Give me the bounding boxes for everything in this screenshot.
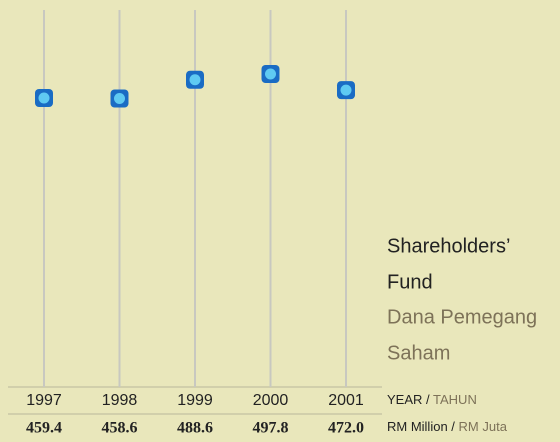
marker bbox=[337, 81, 355, 100]
value-label: 497.8 bbox=[253, 420, 289, 437]
marker-dot bbox=[38, 92, 50, 104]
value-label: 472.0 bbox=[328, 420, 364, 437]
marker bbox=[110, 89, 129, 108]
value-label: 459.4 bbox=[26, 420, 62, 437]
marker-dot bbox=[114, 93, 125, 104]
subtitle-line: Saham bbox=[387, 342, 450, 364]
value-label: 488.6 bbox=[177, 420, 213, 437]
x-label-en: YEAR / bbox=[387, 392, 430, 407]
title-line: Fund bbox=[387, 271, 433, 293]
x-tick-label: 1998 bbox=[102, 392, 138, 409]
unit-label-en: RM Million / bbox=[387, 419, 455, 434]
x-tick-label: 2000 bbox=[253, 392, 289, 409]
unit-label: RM Million / RM Juta bbox=[387, 419, 508, 434]
marker bbox=[35, 89, 53, 107]
marker-dot bbox=[340, 84, 352, 96]
subtitle-line: Dana Pemegang bbox=[387, 306, 537, 328]
title-line: Shareholders’ bbox=[387, 235, 510, 257]
value-label: 458.6 bbox=[102, 420, 138, 437]
x-label-ms: TAHUN bbox=[433, 392, 477, 407]
marker-dot bbox=[189, 74, 201, 86]
x-tick-label: 1999 bbox=[177, 392, 213, 409]
marker-dot bbox=[265, 68, 276, 80]
x-tick-label: 1997 bbox=[26, 392, 62, 409]
marker bbox=[186, 70, 204, 89]
x-tick-label: 2001 bbox=[328, 392, 364, 409]
x-label: YEAR / TAHUN bbox=[387, 392, 477, 407]
unit-label-ms: RM Juta bbox=[459, 419, 508, 434]
marker bbox=[261, 65, 280, 83]
